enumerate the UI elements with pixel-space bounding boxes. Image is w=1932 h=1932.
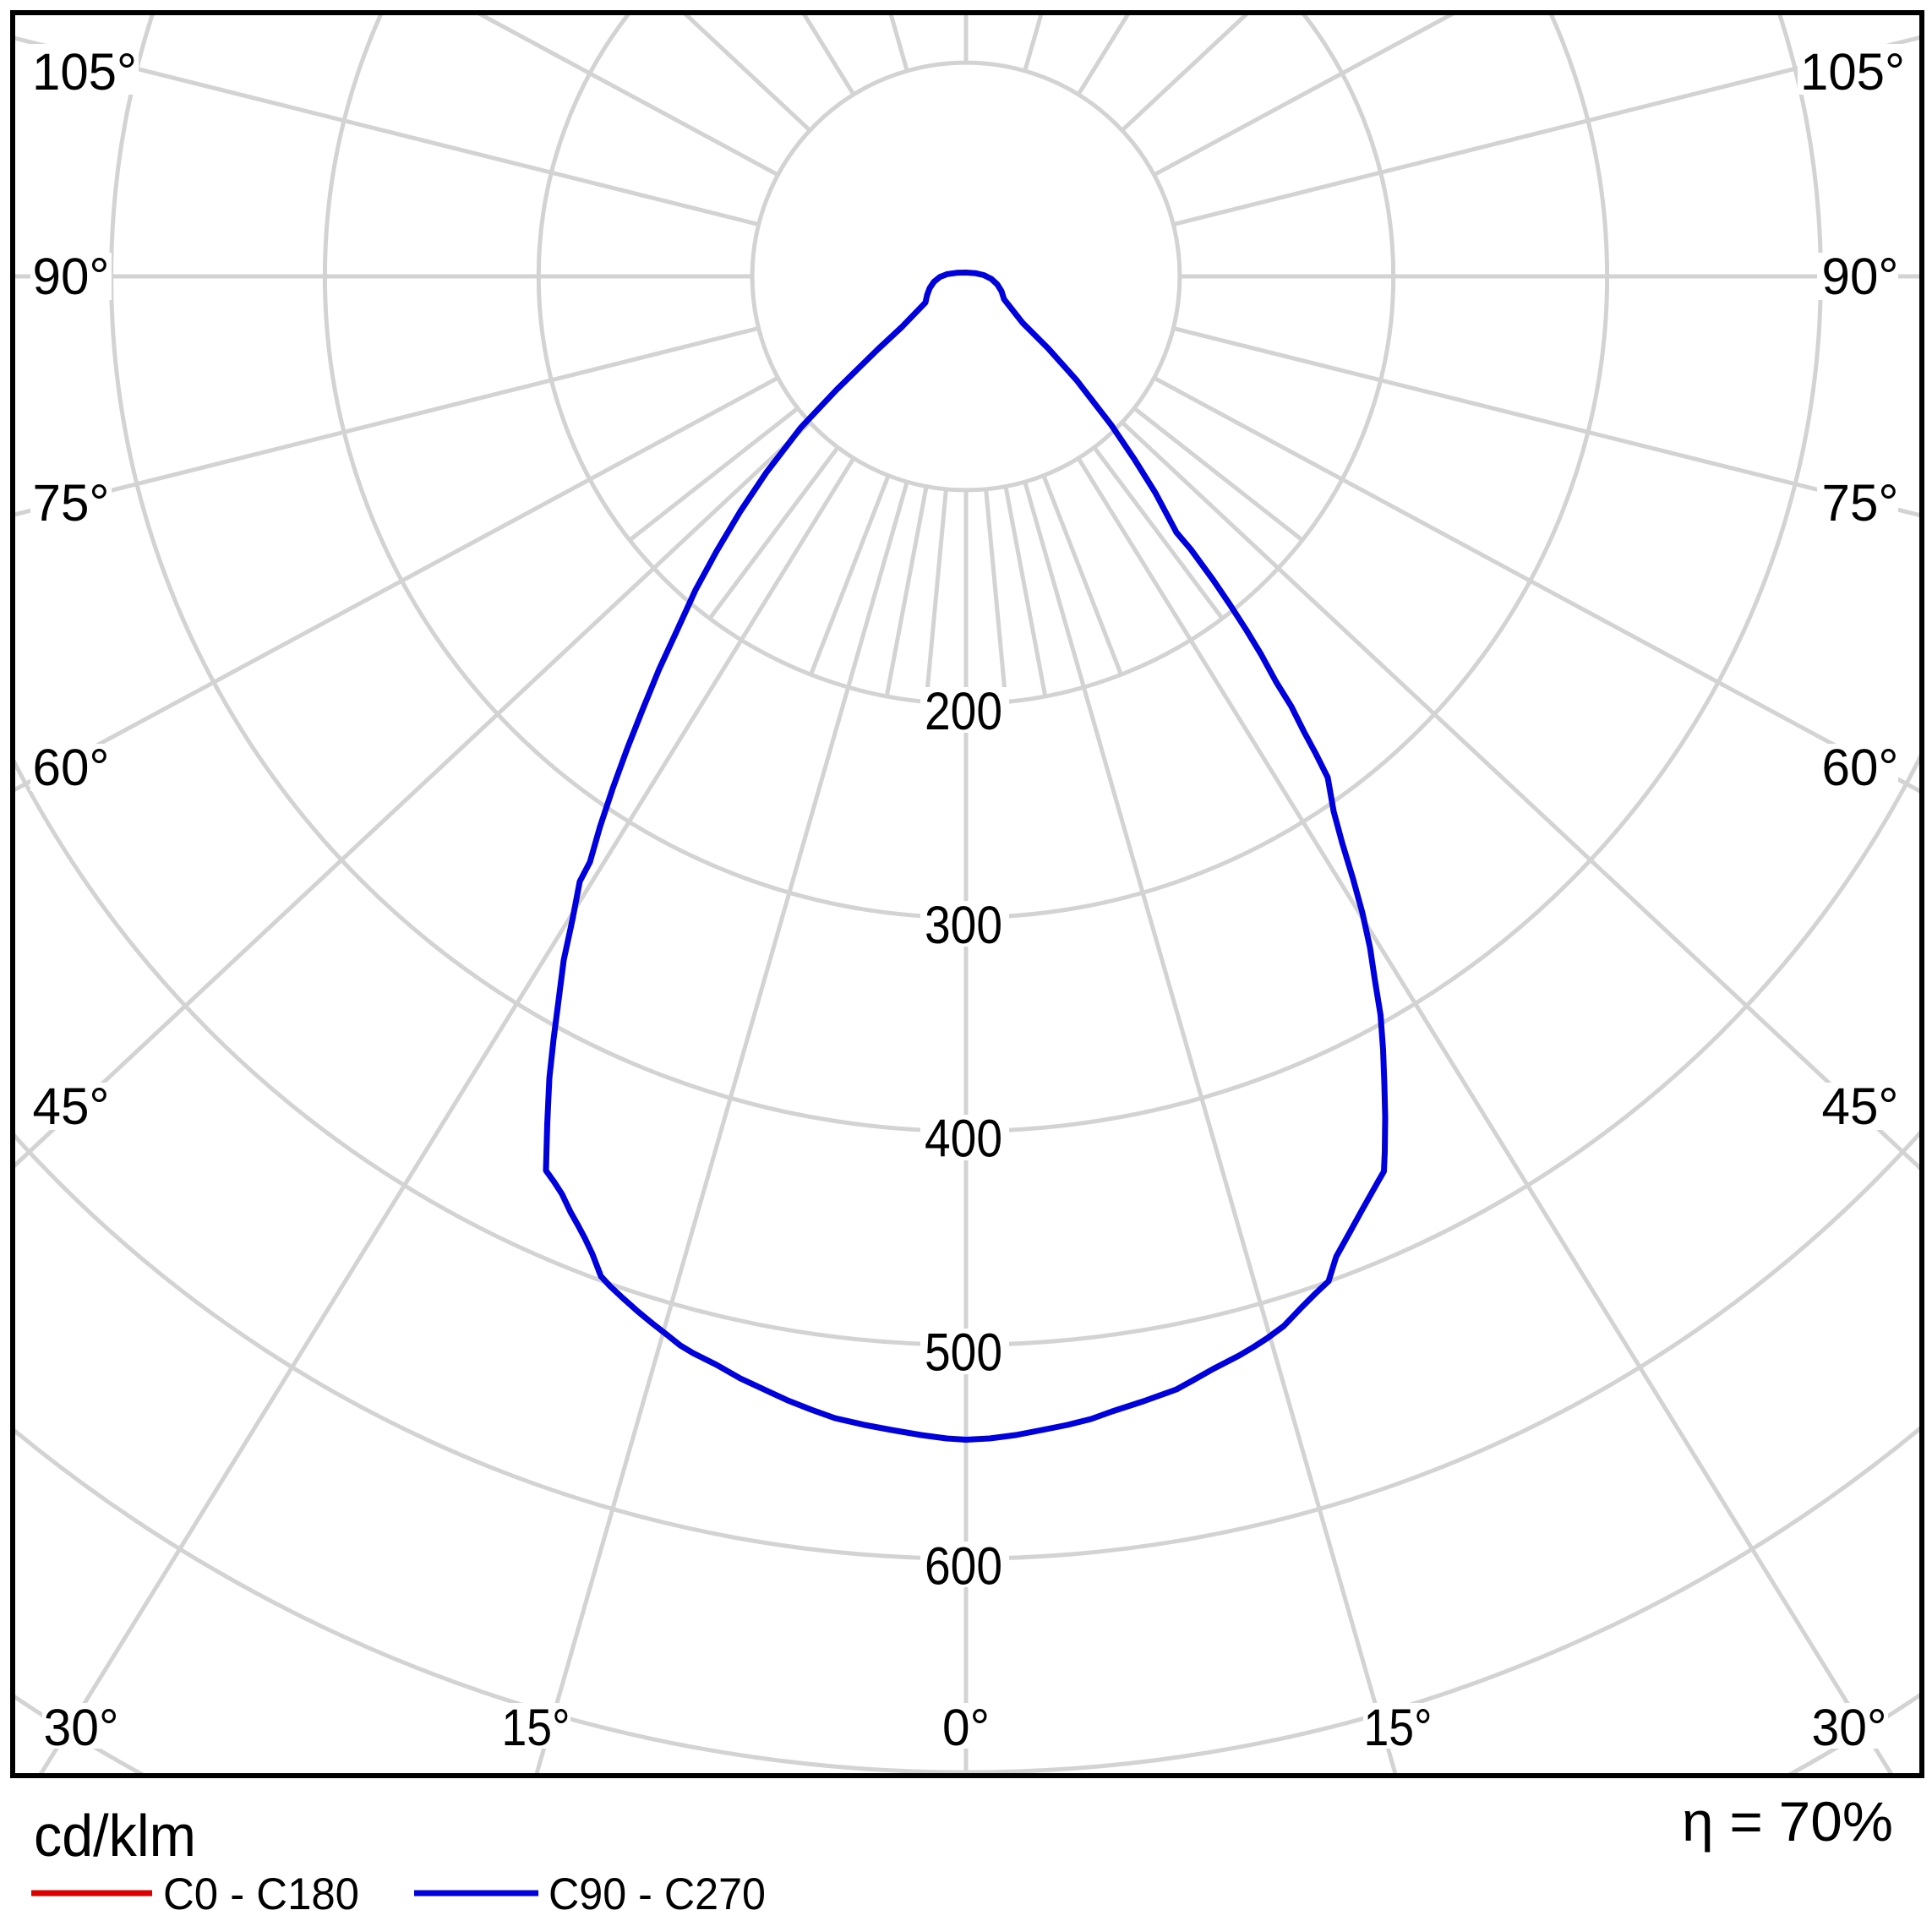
svg-text:30°: 30° (1812, 1699, 1887, 1756)
svg-text:600: 600 (925, 1536, 1002, 1596)
svg-text:105°: 105° (32, 43, 137, 101)
svg-text:15°: 15° (1364, 1699, 1433, 1756)
svg-text:75°: 75° (1822, 474, 1899, 532)
svg-text:C90 - C270: C90 - C270 (548, 1869, 766, 1919)
svg-text:90°: 90° (1822, 248, 1899, 305)
svg-text:500: 500 (925, 1323, 1002, 1383)
svg-text:45°: 45° (1822, 1078, 1899, 1135)
svg-text:0°: 0° (942, 1699, 990, 1756)
svg-text:200: 200 (925, 682, 1002, 741)
svg-text:60°: 60° (1822, 739, 1899, 796)
svg-text:105°: 105° (1800, 43, 1905, 101)
svg-text:60°: 60° (33, 739, 110, 796)
svg-text:45°: 45° (33, 1078, 110, 1135)
svg-text:C0 - C180: C0 - C180 (163, 1869, 359, 1919)
svg-text:30°: 30° (44, 1699, 119, 1756)
svg-text:75°: 75° (33, 474, 110, 532)
svg-text:300: 300 (925, 896, 1002, 955)
svg-text:15°: 15° (502, 1699, 570, 1756)
svg-text:η = 70%: η = 70% (1682, 1790, 1893, 1853)
svg-text:90°: 90° (33, 248, 110, 305)
svg-text:400: 400 (925, 1110, 1002, 1169)
svg-text:cd/klm: cd/klm (34, 1803, 196, 1869)
